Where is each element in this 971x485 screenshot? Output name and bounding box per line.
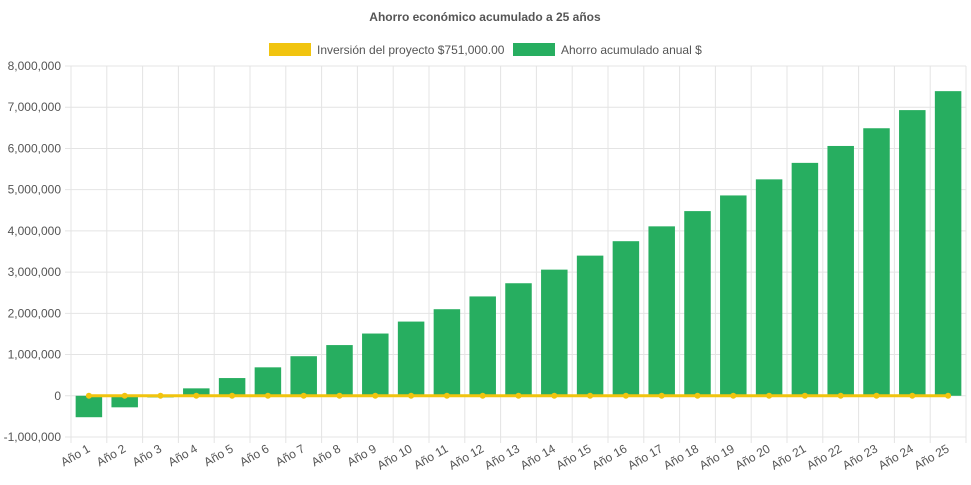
line-point [300, 392, 307, 399]
legend-swatch-savings [513, 43, 555, 56]
line-point [372, 392, 379, 399]
line-point [837, 392, 844, 399]
x-tick-label: Año 20 [733, 441, 773, 472]
bar [863, 128, 890, 396]
bar [397, 321, 425, 396]
x-tick-label: Año 6 [237, 441, 271, 469]
x-tick-label: Año 14 [518, 441, 558, 472]
x-tick-label: Año 11 [411, 441, 450, 472]
x-tick-label: Año 12 [446, 441, 486, 472]
line-point [85, 392, 92, 399]
bar [541, 269, 568, 396]
bar [899, 110, 926, 396]
line-point [479, 392, 486, 399]
line-point [730, 392, 737, 399]
x-tick-label: Año 23 [840, 441, 880, 472]
x-tick-label: Año 22 [804, 441, 844, 472]
line-point [658, 392, 665, 399]
y-axis-ticks: 8,000,000 7,000,000 6,000,000 5,000,000 4,00… [4, 59, 62, 444]
x-tick-label: Año 25 [912, 441, 952, 472]
line-point [873, 392, 880, 399]
x-axis-ticks: Año 1 Año 2 Año 3 Año 4 Año 5 Año 6 Año 7 Año 8… [58, 441, 952, 472]
investment-line [85, 392, 952, 399]
y-tick-label: 2,000,000 [8, 306, 62, 320]
chart-title: Ahorro económico acumulado a 25 años [369, 10, 601, 24]
line-point [443, 392, 450, 399]
x-tick-label: Año 3 [130, 441, 164, 469]
x-tick-label: Año 19 [697, 441, 737, 472]
line-point [551, 392, 558, 399]
line-point [408, 392, 415, 399]
y-tick-label: 0 [54, 389, 61, 403]
y-tick-label: 4,000,000 [8, 224, 62, 238]
bar [684, 211, 711, 396]
bars [75, 91, 962, 418]
bar [505, 283, 532, 396]
bar [791, 162, 819, 396]
bar [934, 91, 962, 396]
bar [254, 367, 282, 396]
y-tick-label: 1,000,000 [8, 348, 62, 362]
x-tick-label: Año 13 [482, 441, 522, 472]
y-tick-label: 7,000,000 [8, 100, 62, 114]
bar [755, 179, 783, 396]
line-point [157, 392, 164, 399]
legend: Inversión del proyecto $751,000.00 Ahorr… [269, 43, 702, 57]
line-point [801, 392, 808, 399]
bar [290, 356, 317, 396]
bar [576, 255, 604, 396]
bar [827, 145, 854, 396]
bar [433, 309, 461, 396]
x-tick-label: Año 5 [201, 441, 235, 469]
x-tick-label: Año 15 [554, 441, 594, 472]
bar [469, 296, 496, 396]
x-tick-label: Año 8 [309, 441, 343, 469]
line-point [766, 392, 773, 399]
bar [111, 395, 138, 408]
bar [612, 241, 640, 396]
y-tick-label: -1,000,000 [4, 430, 62, 444]
line-point [264, 392, 271, 399]
x-tick-label: Año 9 [345, 441, 379, 469]
bar [183, 388, 210, 396]
bar [720, 195, 747, 396]
x-tick-label: Año 24 [876, 441, 916, 472]
x-tick-label: Año 7 [273, 441, 307, 469]
line-point [336, 392, 343, 399]
y-tick-label: 5,000,000 [8, 183, 62, 197]
line-point [909, 392, 916, 399]
y-tick-label: 8,000,000 [8, 59, 62, 73]
line-point [622, 392, 629, 399]
legend-label-investment: Inversión del proyecto $751,000.00 [317, 43, 505, 57]
y-tick-label: 3,000,000 [8, 265, 62, 279]
line-point [694, 392, 701, 399]
line-point [515, 392, 522, 399]
line-point [587, 392, 594, 399]
line-point [229, 392, 236, 399]
line-point [945, 392, 952, 399]
legend-item-investment[interactable]: Inversión del proyecto $751,000.00 [269, 43, 505, 57]
x-tick-label: Año 2 [94, 441, 128, 469]
y-tick-label: 6,000,000 [8, 141, 62, 155]
legend-item-savings[interactable]: Ahorro acumulado anual $ [513, 43, 702, 57]
bar [648, 226, 675, 396]
bar [362, 333, 389, 396]
line-point [193, 392, 200, 399]
x-tick-label: Año 4 [166, 441, 200, 469]
x-tick-label: Año 17 [625, 441, 665, 472]
grid [65, 65, 967, 443]
bar [326, 345, 353, 396]
x-tick-label: Año 21 [768, 441, 808, 472]
x-tick-label: Año 18 [661, 441, 701, 472]
x-tick-label: Año 1 [58, 441, 92, 469]
x-tick-label: Año 16 [589, 441, 629, 472]
bar [75, 395, 103, 418]
x-tick-label: Año 10 [375, 441, 415, 472]
legend-swatch-investment [269, 43, 311, 56]
bar [218, 378, 246, 396]
legend-label-savings: Ahorro acumulado anual $ [561, 43, 702, 57]
line-point [121, 392, 128, 399]
